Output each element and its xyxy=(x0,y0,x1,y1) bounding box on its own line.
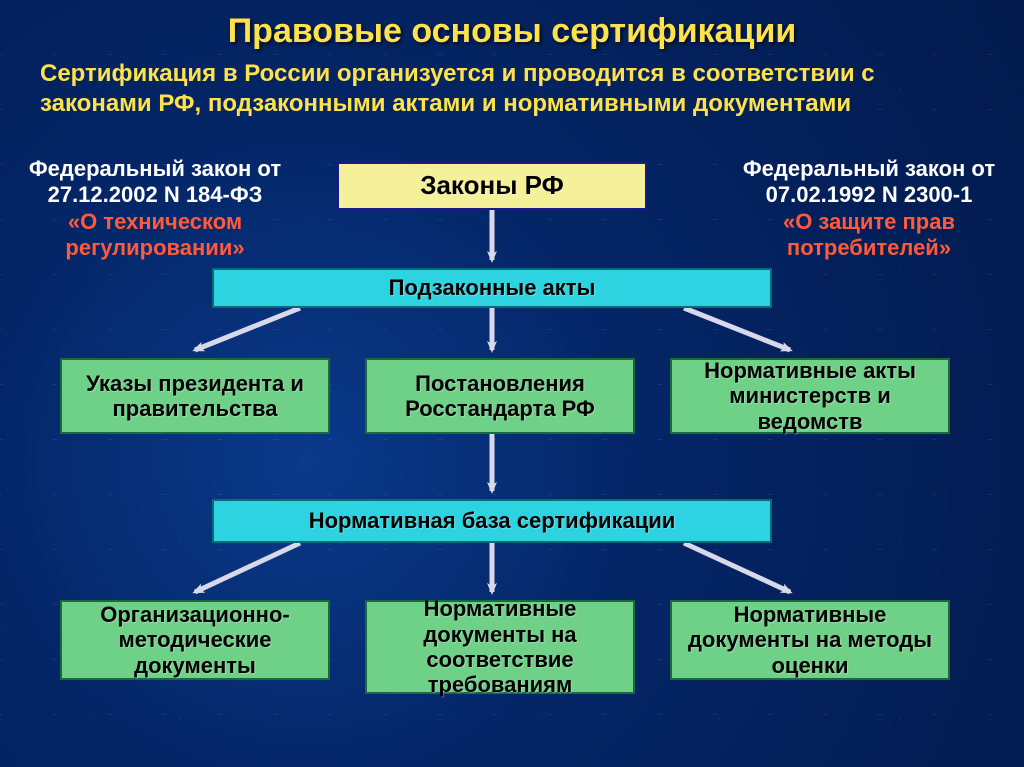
law-left-line1: Федеральный закон от 27.12.2002 N 184-ФЗ xyxy=(20,156,290,209)
law-left-line2: «О техническом регулировании» xyxy=(20,209,290,262)
slide-subtitle: Сертификация в России организуется и про… xyxy=(0,51,1024,119)
node-normeval: Нормативные документы на методы оценки xyxy=(670,600,950,680)
node-normreq: Нормативные документы на соответствие тр… xyxy=(365,600,635,694)
law-right-line2: «О защите прав потребителей» xyxy=(734,209,1004,262)
law-reference-right: Федеральный закон от 07.02.1992 N 2300-1… xyxy=(734,156,1004,262)
node-normbase: Нормативная база сертификации xyxy=(212,499,772,543)
law-reference-left: Федеральный закон от 27.12.2002 N 184-ФЗ… xyxy=(20,156,290,262)
node-normacts: Нормативные акты министерств и ведомств xyxy=(670,358,950,434)
node-subacts: Подзаконные акты xyxy=(212,268,772,308)
node-laws: Законы РФ xyxy=(337,162,647,210)
slide-title: Правовые основы сертификации xyxy=(0,0,1024,51)
node-resol: Постановления Росстандарта РФ xyxy=(365,358,635,434)
law-right-line1: Федеральный закон от 07.02.1992 N 2300-1 xyxy=(734,156,1004,209)
node-decrees: Указы президента и правительства xyxy=(60,358,330,434)
slide-content: Правовые основы сертификации Сертификаци… xyxy=(0,0,1024,767)
node-orgmeth: Организационно-методические документы xyxy=(60,600,330,680)
